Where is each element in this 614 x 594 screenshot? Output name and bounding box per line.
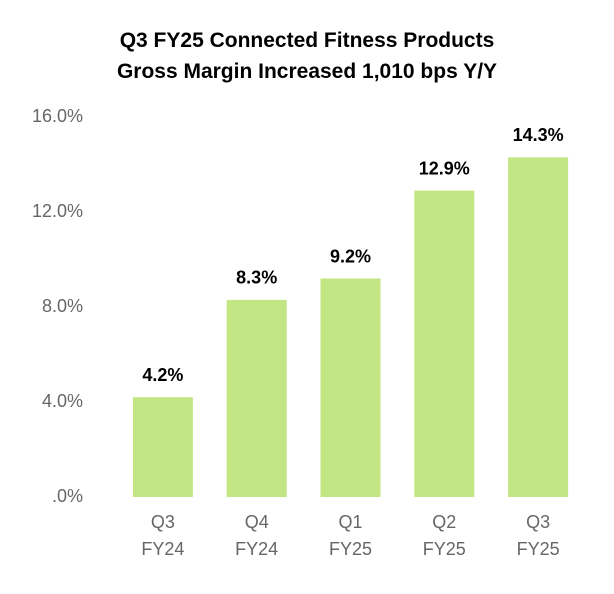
chart-title: Q3 FY25 Connected Fitness Products Gross … [117, 29, 497, 83]
bar [132, 397, 193, 497]
bar [226, 299, 287, 497]
bar [414, 190, 475, 497]
y-tick-label: .0% [52, 486, 83, 506]
y-tick-label: 12.0% [32, 201, 83, 221]
value-label: 14.3% [513, 125, 564, 145]
value-label: 9.2% [330, 246, 371, 266]
x-tick-label: Q1 FY25 [329, 512, 372, 559]
x-tick-label: Q3 FY25 [517, 512, 560, 559]
value-label: 4.2% [142, 365, 183, 385]
y-tick-label: 8.0% [42, 296, 83, 316]
x-tick-label: Q3 FY24 [141, 512, 184, 559]
bar [320, 278, 381, 497]
value-label: 8.3% [236, 268, 277, 288]
value-label: 12.9% [419, 158, 470, 178]
x-tick-label: Q4 FY24 [235, 512, 278, 559]
y-tick-label: 16.0% [32, 106, 83, 126]
x-tick-label: Q2 FY25 [423, 512, 466, 559]
bar [508, 157, 569, 497]
y-tick-label: 4.0% [42, 391, 83, 411]
